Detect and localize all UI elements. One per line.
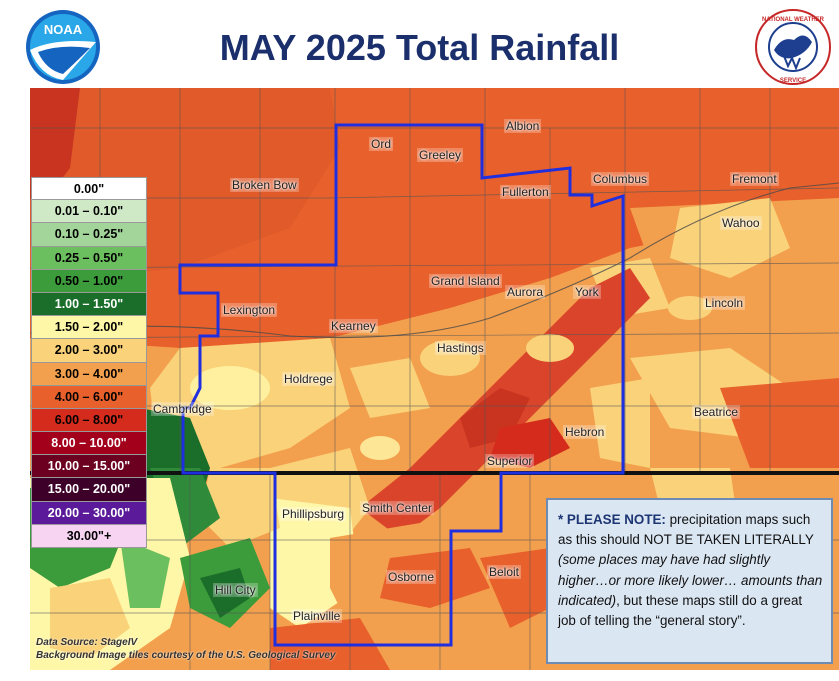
city-label-wahoo: Wahoo	[720, 216, 762, 230]
legend-row: 1.50 – 2.00"	[31, 316, 147, 340]
legend-row: 2.00 – 3.00"	[31, 339, 147, 363]
city-label-ord: Ord	[369, 137, 394, 151]
legend-row: 10.00 – 15.00"	[31, 455, 147, 479]
city-label-superior: Superior	[485, 454, 535, 468]
legend-row: 0.10 – 0.25"	[31, 223, 147, 247]
precipitation-legend: 0.00" 0.01 – 0.10" 0.10 – 0.25" 0.25 – 0.50…	[31, 177, 147, 548]
city-label-fullerton: Fullerton	[500, 185, 551, 199]
disclaimer-note: * PLEASE NOTE: precipitation maps such a…	[546, 498, 833, 664]
legend-row: 1.00 – 1.50"	[31, 292, 147, 317]
data-source-credit: Data Source: StageIV Background Image ti…	[36, 636, 336, 662]
city-label-osborne: Osborne	[386, 570, 437, 584]
nws-logo-icon: NATIONAL WEATHER SERVICE	[755, 9, 831, 85]
city-label-holdrege: Holdrege	[282, 372, 335, 386]
note-italic: (some places may have had slightly highe…	[558, 552, 823, 608]
legend-row: 15.00 – 20.00"	[31, 478, 147, 502]
source-line-2: Background Image tiles courtesy of the U…	[36, 650, 336, 661]
legend-row: 6.00 – 8.00"	[31, 408, 147, 433]
city-label-smith-center: Smith Center	[360, 501, 435, 515]
legend-row: 20.00 – 30.00"	[31, 501, 147, 525]
noaa-logo-icon: NOAA	[26, 10, 100, 84]
svg-text:NATIONAL WEATHER: NATIONAL WEATHER	[762, 17, 825, 23]
city-label-lexington: Lexington	[221, 303, 278, 317]
svg-text:SERVICE: SERVICE	[780, 78, 806, 84]
source-line-1: Data Source: StageIV	[36, 637, 138, 648]
city-label-kearney: Kearney	[329, 319, 378, 333]
city-label-albion: Albion	[504, 119, 542, 133]
city-label-lincoln: Lincoln	[703, 296, 746, 310]
city-label-broken-bow: Broken Bow	[230, 178, 299, 192]
rainfall-map: Albion Ord Greeley Fullerton Columbus Fr…	[30, 88, 839, 670]
city-label-beloit: Beloit	[487, 565, 522, 579]
city-label-hebron: Hebron	[563, 425, 607, 439]
city-label-cambridge: Cambridge	[151, 402, 214, 416]
legend-row: 3.00 – 4.00"	[31, 362, 147, 386]
note-text-2: , but these maps still do a great job of…	[558, 592, 803, 629]
city-label-fremont: Fremont	[730, 172, 779, 186]
svg-text:NOAA: NOAA	[44, 22, 83, 37]
city-label-beatrice: Beatrice	[692, 405, 741, 419]
city-label-columbus: Columbus	[591, 172, 650, 186]
legend-row: 0.25 – 0.50"	[31, 246, 147, 270]
rainfall-map-canvas	[30, 88, 839, 670]
legend-row: 0.00"	[31, 177, 147, 201]
city-label-hastings: Hastings	[435, 341, 486, 355]
legend-row: 0.01 – 0.10"	[31, 200, 147, 224]
city-label-aurora: Aurora	[505, 285, 546, 299]
city-label-greeley: Greeley	[417, 148, 464, 162]
legend-row: 4.00 – 6.00"	[31, 385, 147, 409]
city-label-york: York	[573, 285, 601, 299]
city-label-plainville: Plainville	[291, 609, 343, 623]
city-label-phillipsburg: Phillipsburg	[280, 507, 347, 521]
city-label-hill-city: Hill City	[213, 583, 258, 597]
legend-row: 8.00 – 10.00"	[31, 432, 147, 456]
note-text-1: precipitation maps such as this should N…	[558, 512, 814, 548]
legend-row: 0.50 – 1.00"	[31, 269, 147, 293]
legend-row: 30.00"+	[31, 524, 147, 548]
city-label-grand-island: Grand Island	[429, 274, 502, 288]
page-title: MAY 2025 Total Rainfall	[219, 27, 620, 68]
note-heading: * PLEASE NOTE:	[558, 512, 666, 527]
